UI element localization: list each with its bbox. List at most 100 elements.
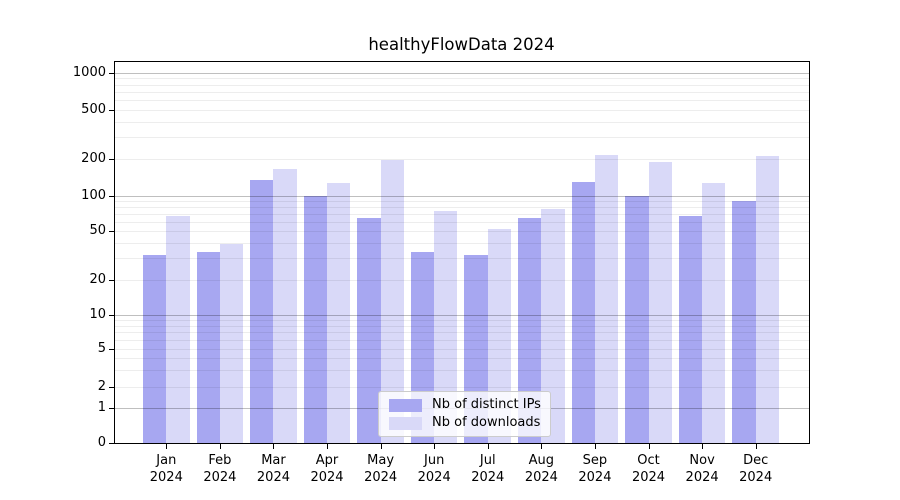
x-tick-mark <box>594 443 596 449</box>
chart-title: healthyFlowData 2024 <box>368 35 555 54</box>
x-tick-label: Jun 2024 <box>402 452 466 486</box>
y-tick-mark <box>109 314 114 316</box>
x-tick-month: Dec <box>743 453 769 468</box>
x-tick-label: Sep 2024 <box>563 452 627 486</box>
bar-downloads <box>166 216 190 443</box>
axis-bottom-spine <box>114 442 810 444</box>
minor-gridline <box>114 280 809 281</box>
bar-distinct-ips <box>196 251 220 443</box>
legend-swatch-downloads <box>389 416 422 430</box>
y-tick-label: 10 <box>89 306 106 322</box>
minor-gridline <box>114 242 809 244</box>
minor-gridline <box>114 221 809 223</box>
x-tick-month: Apr <box>315 453 339 468</box>
minor-gridline <box>114 332 809 334</box>
minor-gridline <box>114 258 809 260</box>
x-tick-month: Sep <box>582 453 608 468</box>
bar-distinct-ips <box>518 217 542 443</box>
minor-gridline <box>114 319 809 321</box>
x-tick-mark <box>487 443 489 449</box>
minor-gridline <box>114 214 809 215</box>
x-tick-month: May <box>367 453 395 468</box>
legend-entry: Nb of distinct IPs <box>389 396 541 414</box>
bar-distinct-ips <box>143 254 167 443</box>
minor-gridline <box>114 349 809 350</box>
minor-gridline <box>114 99 809 101</box>
minor-gridline <box>114 109 809 111</box>
x-tick-year: 2024 <box>471 470 505 485</box>
y-tick-mark <box>109 196 114 197</box>
x-tick-year: 2024 <box>310 470 344 485</box>
axis-right-spine <box>809 61 810 444</box>
y-tick-mark <box>109 349 114 350</box>
legend: Nb of distinct IPs Nb of downloads <box>378 391 551 437</box>
axis-top-spine <box>114 61 810 62</box>
x-tick-label: May 2024 <box>349 452 413 486</box>
x-tick-mark <box>327 443 329 449</box>
y-tick-label: 200 <box>81 151 106 166</box>
y-tick-mark <box>109 408 114 410</box>
minor-gridline <box>114 201 809 203</box>
minor-gridline <box>114 339 809 341</box>
bar-downloads <box>755 156 779 443</box>
minor-gridline <box>114 159 809 160</box>
x-tick-year: 2024 <box>149 470 183 485</box>
x-tick-label: Nov 2024 <box>670 452 734 486</box>
y-tick-mark <box>109 386 114 388</box>
x-tick-label: Dec 2024 <box>724 452 788 486</box>
minor-gridline <box>114 370 809 372</box>
bar-downloads <box>541 208 565 443</box>
bar-downloads <box>594 155 619 443</box>
y-tick-label: 100 <box>81 188 106 203</box>
y-tick-label: 1000 <box>72 64 106 80</box>
y-tick-mark <box>109 442 114 444</box>
bar-downloads <box>434 210 458 443</box>
x-tick-mark <box>755 443 757 449</box>
minor-gridline <box>114 386 809 388</box>
x-tick-year: 2024 <box>631 470 666 485</box>
bar-downloads <box>702 182 726 443</box>
bar-distinct-ips <box>357 217 381 443</box>
bar-downloads <box>273 169 297 443</box>
minor-gridline <box>114 358 809 360</box>
y-tick-label: 2 <box>97 378 106 394</box>
bar-downloads <box>487 229 512 443</box>
minor-gridline <box>114 325 809 327</box>
bar-distinct-ips <box>625 196 649 443</box>
minor-gridline <box>114 84 809 86</box>
minor-gridline <box>114 121 809 123</box>
x-tick-label: Feb 2024 <box>188 452 252 486</box>
x-tick-label: Aug 2024 <box>509 452 573 486</box>
minor-gridline <box>114 78 809 80</box>
bar-downloads <box>327 183 351 443</box>
x-tick-month: Feb <box>208 453 232 468</box>
x-tick-label: Apr 2024 <box>295 452 359 486</box>
major-gridline <box>114 314 809 316</box>
y-tick-label: 5 <box>97 341 106 356</box>
bar-downloads <box>380 159 404 443</box>
x-tick-label: Jan 2024 <box>134 452 198 486</box>
minor-gridline <box>114 207 809 209</box>
y-tick-label: 1 <box>97 400 106 416</box>
y-tick-label: 50 <box>89 223 106 238</box>
bar-distinct-ips <box>250 180 274 443</box>
x-tick-label: Jul 2024 <box>456 452 520 486</box>
major-gridline <box>114 72 809 74</box>
y-tick-mark <box>109 72 114 74</box>
x-tick-mark <box>702 443 704 449</box>
x-tick-label: Mar 2024 <box>241 452 305 486</box>
bar-downloads <box>219 244 244 443</box>
x-tick-year: 2024 <box>417 470 451 485</box>
x-tick-year: 2024 <box>524 470 558 485</box>
major-gridline <box>114 196 809 197</box>
x-tick-month: Oct <box>637 453 660 468</box>
x-tick-mark <box>166 443 168 449</box>
x-tick-mark <box>273 443 275 449</box>
x-tick-label: Oct 2024 <box>617 452 681 486</box>
x-tick-year: 2024 <box>256 470 290 485</box>
x-tick-month: Mar <box>261 453 286 468</box>
minor-gridline <box>114 231 809 232</box>
y-tick-mark <box>109 231 114 232</box>
bar-downloads <box>648 162 672 443</box>
